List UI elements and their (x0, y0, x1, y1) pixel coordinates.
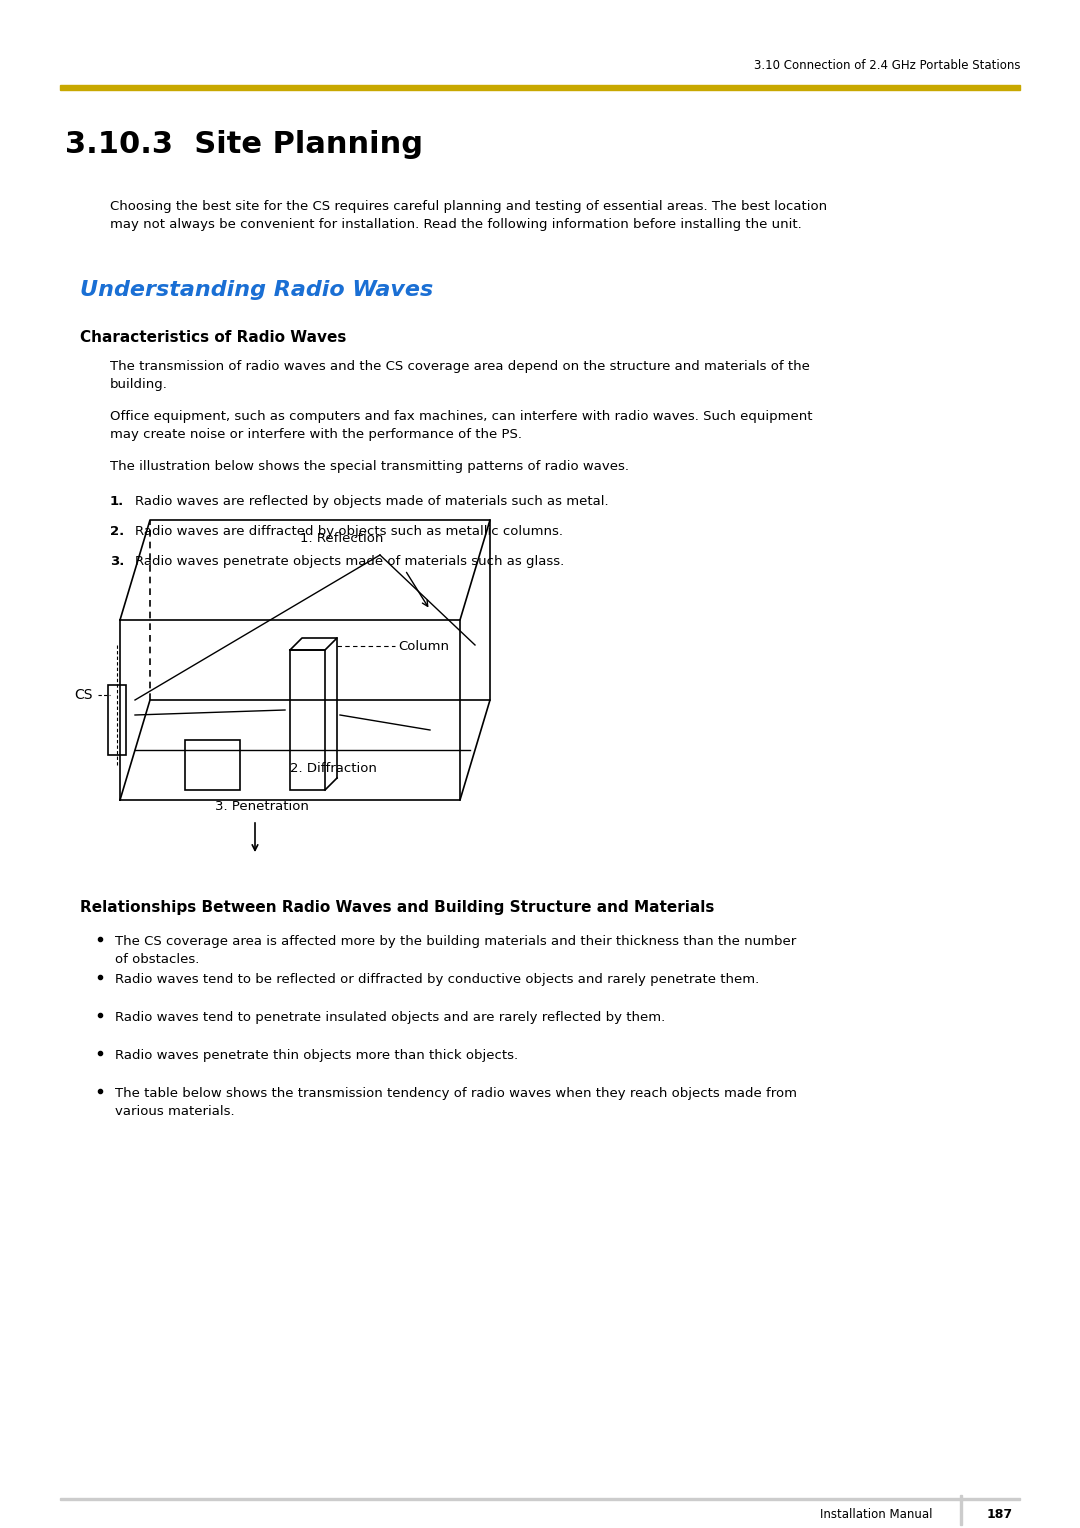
Text: Radio waves are diffracted by objects such as metallic columns.: Radio waves are diffracted by objects su… (135, 526, 563, 538)
Bar (60, 1497, 1020, 1500)
Text: Installation Manual: Installation Manual (820, 1508, 932, 1522)
Text: 187: 187 (987, 1508, 1013, 1522)
Bar (60, 86, 1020, 90)
Text: CS: CS (75, 688, 93, 701)
Text: 3.10 Connection of 2.4 GHz Portable Stations: 3.10 Connection of 2.4 GHz Portable Stat… (754, 60, 1020, 72)
Bar (291, 649, 325, 790)
Text: Radio waves penetrate objects made of materials such as glass.: Radio waves penetrate objects made of ma… (135, 555, 564, 568)
Text: Office equipment, such as computers and fax machines, can interfere with radio w: Office equipment, such as computers and … (110, 410, 812, 442)
Text: Radio waves penetrate thin objects more than thick objects.: Radio waves penetrate thin objects more … (114, 1050, 518, 1062)
Text: 1.: 1. (110, 495, 124, 507)
Text: Radio waves tend to penetrate insulated objects and are rarely reflected by them: Radio waves tend to penetrate insulated … (114, 1012, 665, 1024)
Text: Radio waves tend to be reflected or diffracted by conductive objects and rarely : Radio waves tend to be reflected or diff… (114, 973, 759, 986)
Text: 3.10.3  Site Planning: 3.10.3 Site Planning (65, 130, 423, 159)
Bar (185, 740, 240, 790)
Text: The CS coverage area is affected more by the building materials and their thickn: The CS coverage area is affected more by… (114, 935, 796, 966)
Bar (108, 685, 126, 755)
Text: 3. Penetration: 3. Penetration (215, 801, 309, 813)
Text: The illustration below shows the special transmitting patterns of radio waves.: The illustration below shows the special… (110, 460, 629, 474)
Text: Column: Column (399, 640, 449, 652)
Text: Relationships Between Radio Waves and Building Structure and Materials: Relationships Between Radio Waves and Bu… (80, 900, 714, 915)
Text: Understanding Radio Waves: Understanding Radio Waves (80, 280, 433, 299)
Text: Radio waves are reflected by objects made of materials such as metal.: Radio waves are reflected by objects mad… (135, 495, 609, 507)
Bar (960, 1494, 962, 1525)
Text: 1. Reflection: 1. Reflection (300, 532, 383, 545)
Text: 3.: 3. (110, 555, 124, 568)
Text: The transmission of radio waves and the CS coverage area depend on the structure: The transmission of radio waves and the … (110, 361, 810, 391)
Text: Choosing the best site for the CS requires careful planning and testing of essen: Choosing the best site for the CS requir… (110, 200, 827, 231)
Text: Characteristics of Radio Waves: Characteristics of Radio Waves (80, 330, 347, 345)
Text: 2.: 2. (110, 526, 124, 538)
Text: 2. Diffraction: 2. Diffraction (291, 762, 377, 775)
Text: The table below shows the transmission tendency of radio waves when they reach o: The table below shows the transmission t… (114, 1086, 797, 1118)
